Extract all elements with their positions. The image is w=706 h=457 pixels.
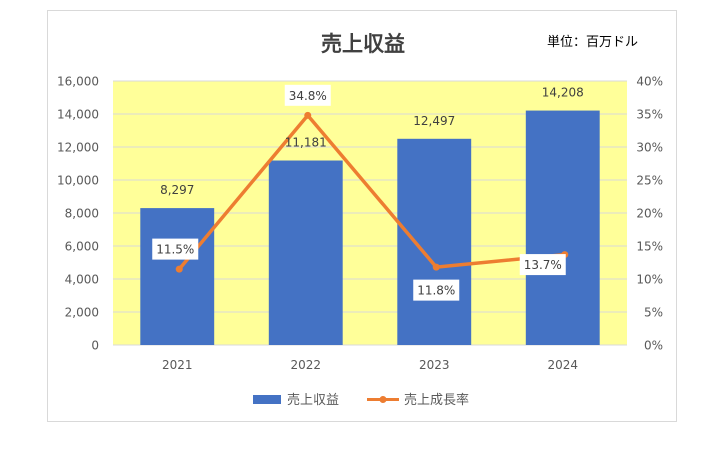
x-axis-tick-label: 2024 [547,358,578,372]
line-data-label-box [519,254,566,276]
line-data-label-box [152,238,199,260]
line-data-label-box [284,84,331,106]
line-data-label: 11.5% [156,243,194,257]
left-axis-tick-label: 2,000 [65,306,99,320]
left-axis-tick-label: 10,000 [57,174,99,188]
line-point-2023[interactable] [432,263,440,271]
unit-note: 単位：百万ドル [547,34,638,50]
right-axis-ticks: 0% 5% 10% 15% 20% 25% 30% 35% 40% [636,75,663,353]
legend-label: 売上成長率 [404,392,469,408]
right-axis-tick-label: 15% [636,240,663,254]
left-axis-tick-label: 0 [91,339,99,353]
legend: 売上収益 売上成長率 [253,392,469,408]
line-point-2022[interactable] [304,111,312,119]
x-axis-ticks: 2021 2022 2023 2024 [162,358,578,372]
left-axis-tick-label: 14,000 [57,108,99,122]
right-axis-tick-label: 5% [644,306,663,320]
left-axis-tick-label: 12,000 [57,141,99,155]
bar-data-labels: 8,297 11,181 12,497 14,208 [160,86,584,198]
line-data-label: 11.8% [417,284,455,298]
x-axis-tick-label: 2023 [419,358,450,372]
bar-2021[interactable] [140,208,215,345]
growth-line [177,113,567,271]
line-data-label: 13.7% [524,258,562,272]
bar-2024[interactable] [525,110,600,346]
right-axis-tick-label: 20% [636,207,663,221]
bar-data-label: 11,181 [285,136,327,150]
bar-2023[interactable] [397,138,472,345]
left-axis-tick-label: 16,000 [57,75,99,89]
legend-item-growth[interactable]: 売上成長率 [367,392,469,408]
bar-data-label: 12,497 [413,114,455,128]
left-axis-tick-label: 6,000 [65,240,99,254]
right-axis-tick-label: 25% [636,174,663,188]
chart-title: 売上収益 [321,32,405,56]
line-data-labels: 11.5% 34.8% 11.8% 13.7% [152,84,566,301]
right-axis-tick-label: 30% [636,141,663,155]
legend-item-revenue[interactable]: 売上収益 [253,392,339,408]
bar-series [140,110,600,346]
left-axis-tick-label: 8,000 [65,207,99,221]
line-series [175,111,569,273]
bar-data-label: 8,297 [160,183,194,197]
bar-data-label: 14,208 [542,86,584,100]
legend-swatch-bar [253,395,281,404]
line-data-label: 34.8% [289,89,327,103]
legend-label: 売上収益 [287,392,339,408]
right-axis-tick-label: 35% [636,108,663,122]
x-axis-tick-label: 2022 [290,358,321,372]
right-axis-tick-label: 40% [636,75,663,89]
legend-swatch-marker [379,396,387,403]
line-point-2021[interactable] [175,265,183,273]
right-axis-tick-label: 0% [644,339,663,353]
left-axis-tick-label: 4,000 [65,273,99,287]
x-axis-tick-label: 2021 [162,358,193,372]
left-axis-ticks: 0 2,000 4,000 6,000 8,000 10,000 12,000 14,000 1… [57,75,99,353]
line-data-label-box [413,279,460,301]
bar-2022[interactable] [268,160,343,345]
right-axis-tick-label: 10% [636,273,663,287]
